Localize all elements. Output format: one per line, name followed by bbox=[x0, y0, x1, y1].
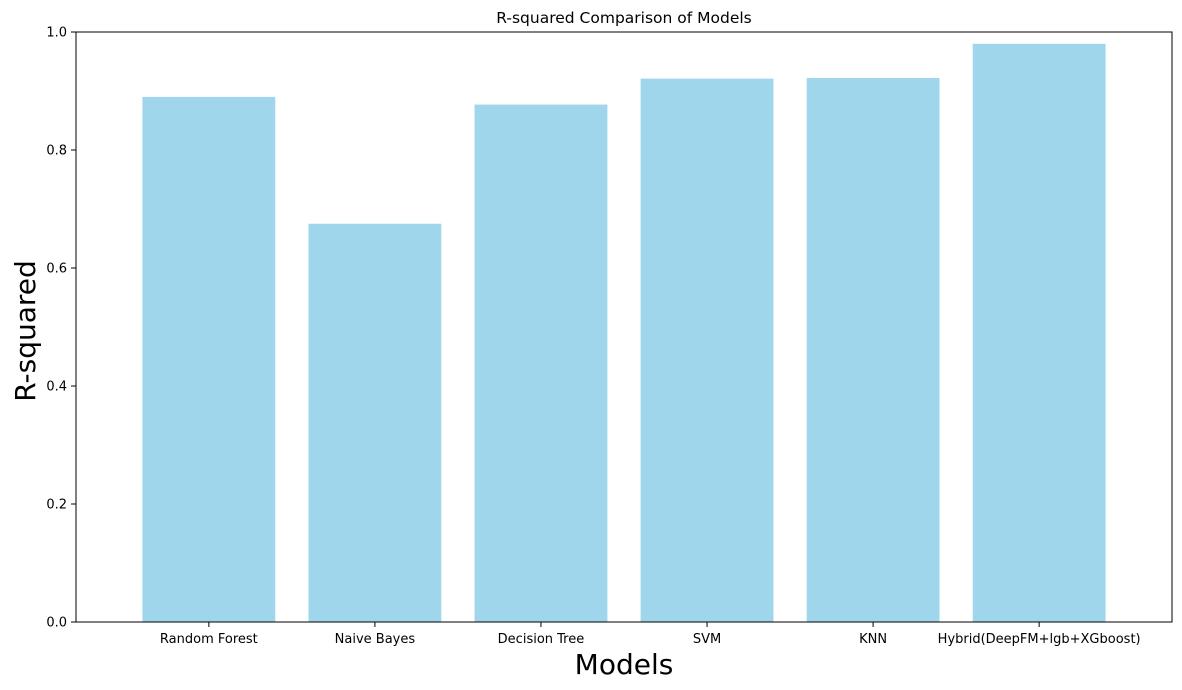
y-axis: 0.0 0.2 0.4 0.6 0.8 1.0 bbox=[46, 26, 76, 631]
y-tick-label: 0.4 bbox=[46, 380, 67, 395]
bar-hybrid-deepfm-lgb-xgboost bbox=[972, 43, 1106, 623]
bars-layer bbox=[142, 43, 1106, 623]
y-tick-label: 0.8 bbox=[46, 144, 67, 159]
y-tick-label: 1.0 bbox=[46, 26, 67, 41]
x-tick-label: Hybrid(DeepFM+lgb+XGboost) bbox=[938, 632, 1141, 647]
bar-decision-tree bbox=[474, 104, 608, 622]
y-tick-label: 0.2 bbox=[46, 498, 67, 513]
y-axis-label: R-squared bbox=[9, 260, 42, 402]
x-tick-label: KNN bbox=[859, 632, 887, 647]
x-axis: Random Forest Naive Bayes Decision Tree SVM… bbox=[160, 622, 1141, 647]
x-tick-label: SVM bbox=[693, 632, 721, 647]
plot-frame bbox=[75, 31, 1173, 623]
bar-naive-bayes bbox=[308, 223, 442, 622]
x-axis-label: Models bbox=[575, 648, 674, 681]
bar-knn bbox=[806, 78, 940, 622]
chart-title: R-squared Comparison of Models bbox=[496, 9, 752, 27]
bar-random-forest bbox=[142, 96, 276, 622]
y-tick-label: 0.0 bbox=[46, 616, 67, 631]
x-tick-label: Naive Bayes bbox=[335, 632, 416, 647]
bar-svm bbox=[640, 78, 774, 623]
x-tick-label: Decision Tree bbox=[498, 632, 585, 647]
x-tick-label: Random Forest bbox=[160, 632, 258, 647]
y-tick-label: 0.6 bbox=[46, 262, 67, 277]
